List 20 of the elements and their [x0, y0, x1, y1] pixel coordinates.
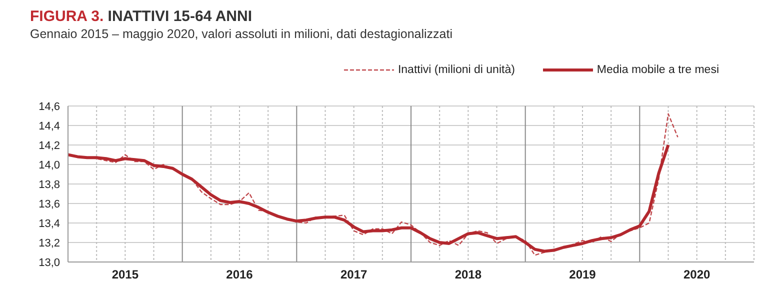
legend-label: Media mobile a tre mesi: [596, 64, 719, 76]
chart-subtitle: Gennaio 2015 – maggio 2020, valori assoluti in milioni, dati destagionalizzati: [30, 26, 454, 42]
legend-label: Inattivi (milioni di unità): [398, 64, 515, 76]
y-tick-label: 13,6: [38, 198, 60, 210]
y-tick-label: 13,0: [38, 256, 60, 269]
x-tick-label: 2017: [340, 268, 368, 282]
x-tick-label: 2018: [454, 268, 482, 282]
y-tick-label: 13,2: [38, 237, 60, 250]
line-series: [68, 144, 670, 253]
chart-title: FIGURA 3. INATTIVI 15-64 ANNI: [30, 8, 253, 26]
y-tick-label: 14,4: [38, 120, 60, 132]
y-tick-label: 14,2: [38, 140, 60, 152]
x-tick-label: 2020: [683, 268, 711, 282]
y-tick-label: 14,0: [38, 159, 60, 172]
y-tick-label: 13,4: [38, 218, 60, 230]
x-tick-label: 2016: [226, 268, 254, 282]
y-tick-label: 13,8: [38, 178, 60, 191]
y-tick-label: 14,6: [38, 100, 60, 113]
x-tick-label: 2019: [569, 268, 596, 282]
x-tick-label: 2015: [112, 268, 139, 282]
